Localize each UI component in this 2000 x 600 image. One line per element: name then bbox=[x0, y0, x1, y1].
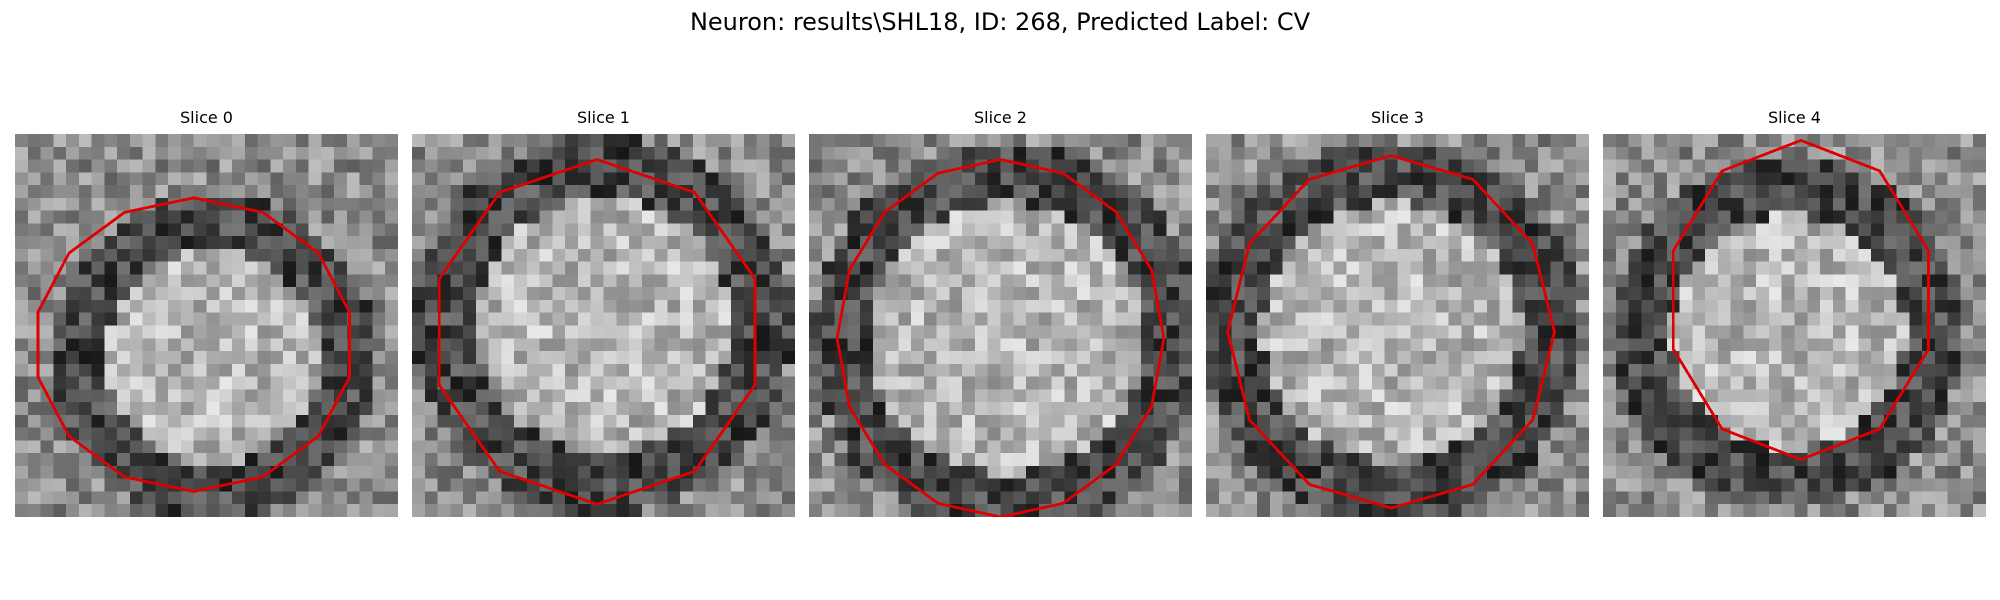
slice-image-2 bbox=[809, 134, 1192, 517]
segmentation-contour bbox=[1226, 154, 1556, 510]
slice-panel-3: Slice 3 bbox=[1206, 108, 1589, 517]
segmentation-contour bbox=[437, 158, 757, 506]
slice-panel-1: Slice 1 bbox=[412, 108, 795, 517]
slice-image-1 bbox=[412, 134, 795, 517]
slice-title: Slice 2 bbox=[974, 108, 1027, 127]
slice-title: Slice 1 bbox=[577, 108, 630, 127]
slice-title: Slice 4 bbox=[1768, 108, 1821, 127]
figure-title: Neuron: results\SHL18, ID: 268, Predicte… bbox=[689, 8, 1311, 36]
slice-panel-2: Slice 2 bbox=[809, 108, 1192, 517]
slice-panel-0: Slice 0 bbox=[15, 108, 398, 517]
slice-title: Slice 3 bbox=[1371, 108, 1424, 127]
slice-image-4 bbox=[1603, 134, 1986, 517]
slice-image-0 bbox=[15, 134, 398, 517]
segmentation-contour bbox=[36, 196, 351, 493]
segmentation-contour bbox=[835, 158, 1166, 517]
slice-panel-4: Slice 4 bbox=[1603, 108, 1986, 517]
slice-image-3 bbox=[1206, 134, 1589, 517]
segmentation-contour bbox=[1671, 138, 1930, 461]
slice-title: Slice 0 bbox=[180, 108, 233, 127]
